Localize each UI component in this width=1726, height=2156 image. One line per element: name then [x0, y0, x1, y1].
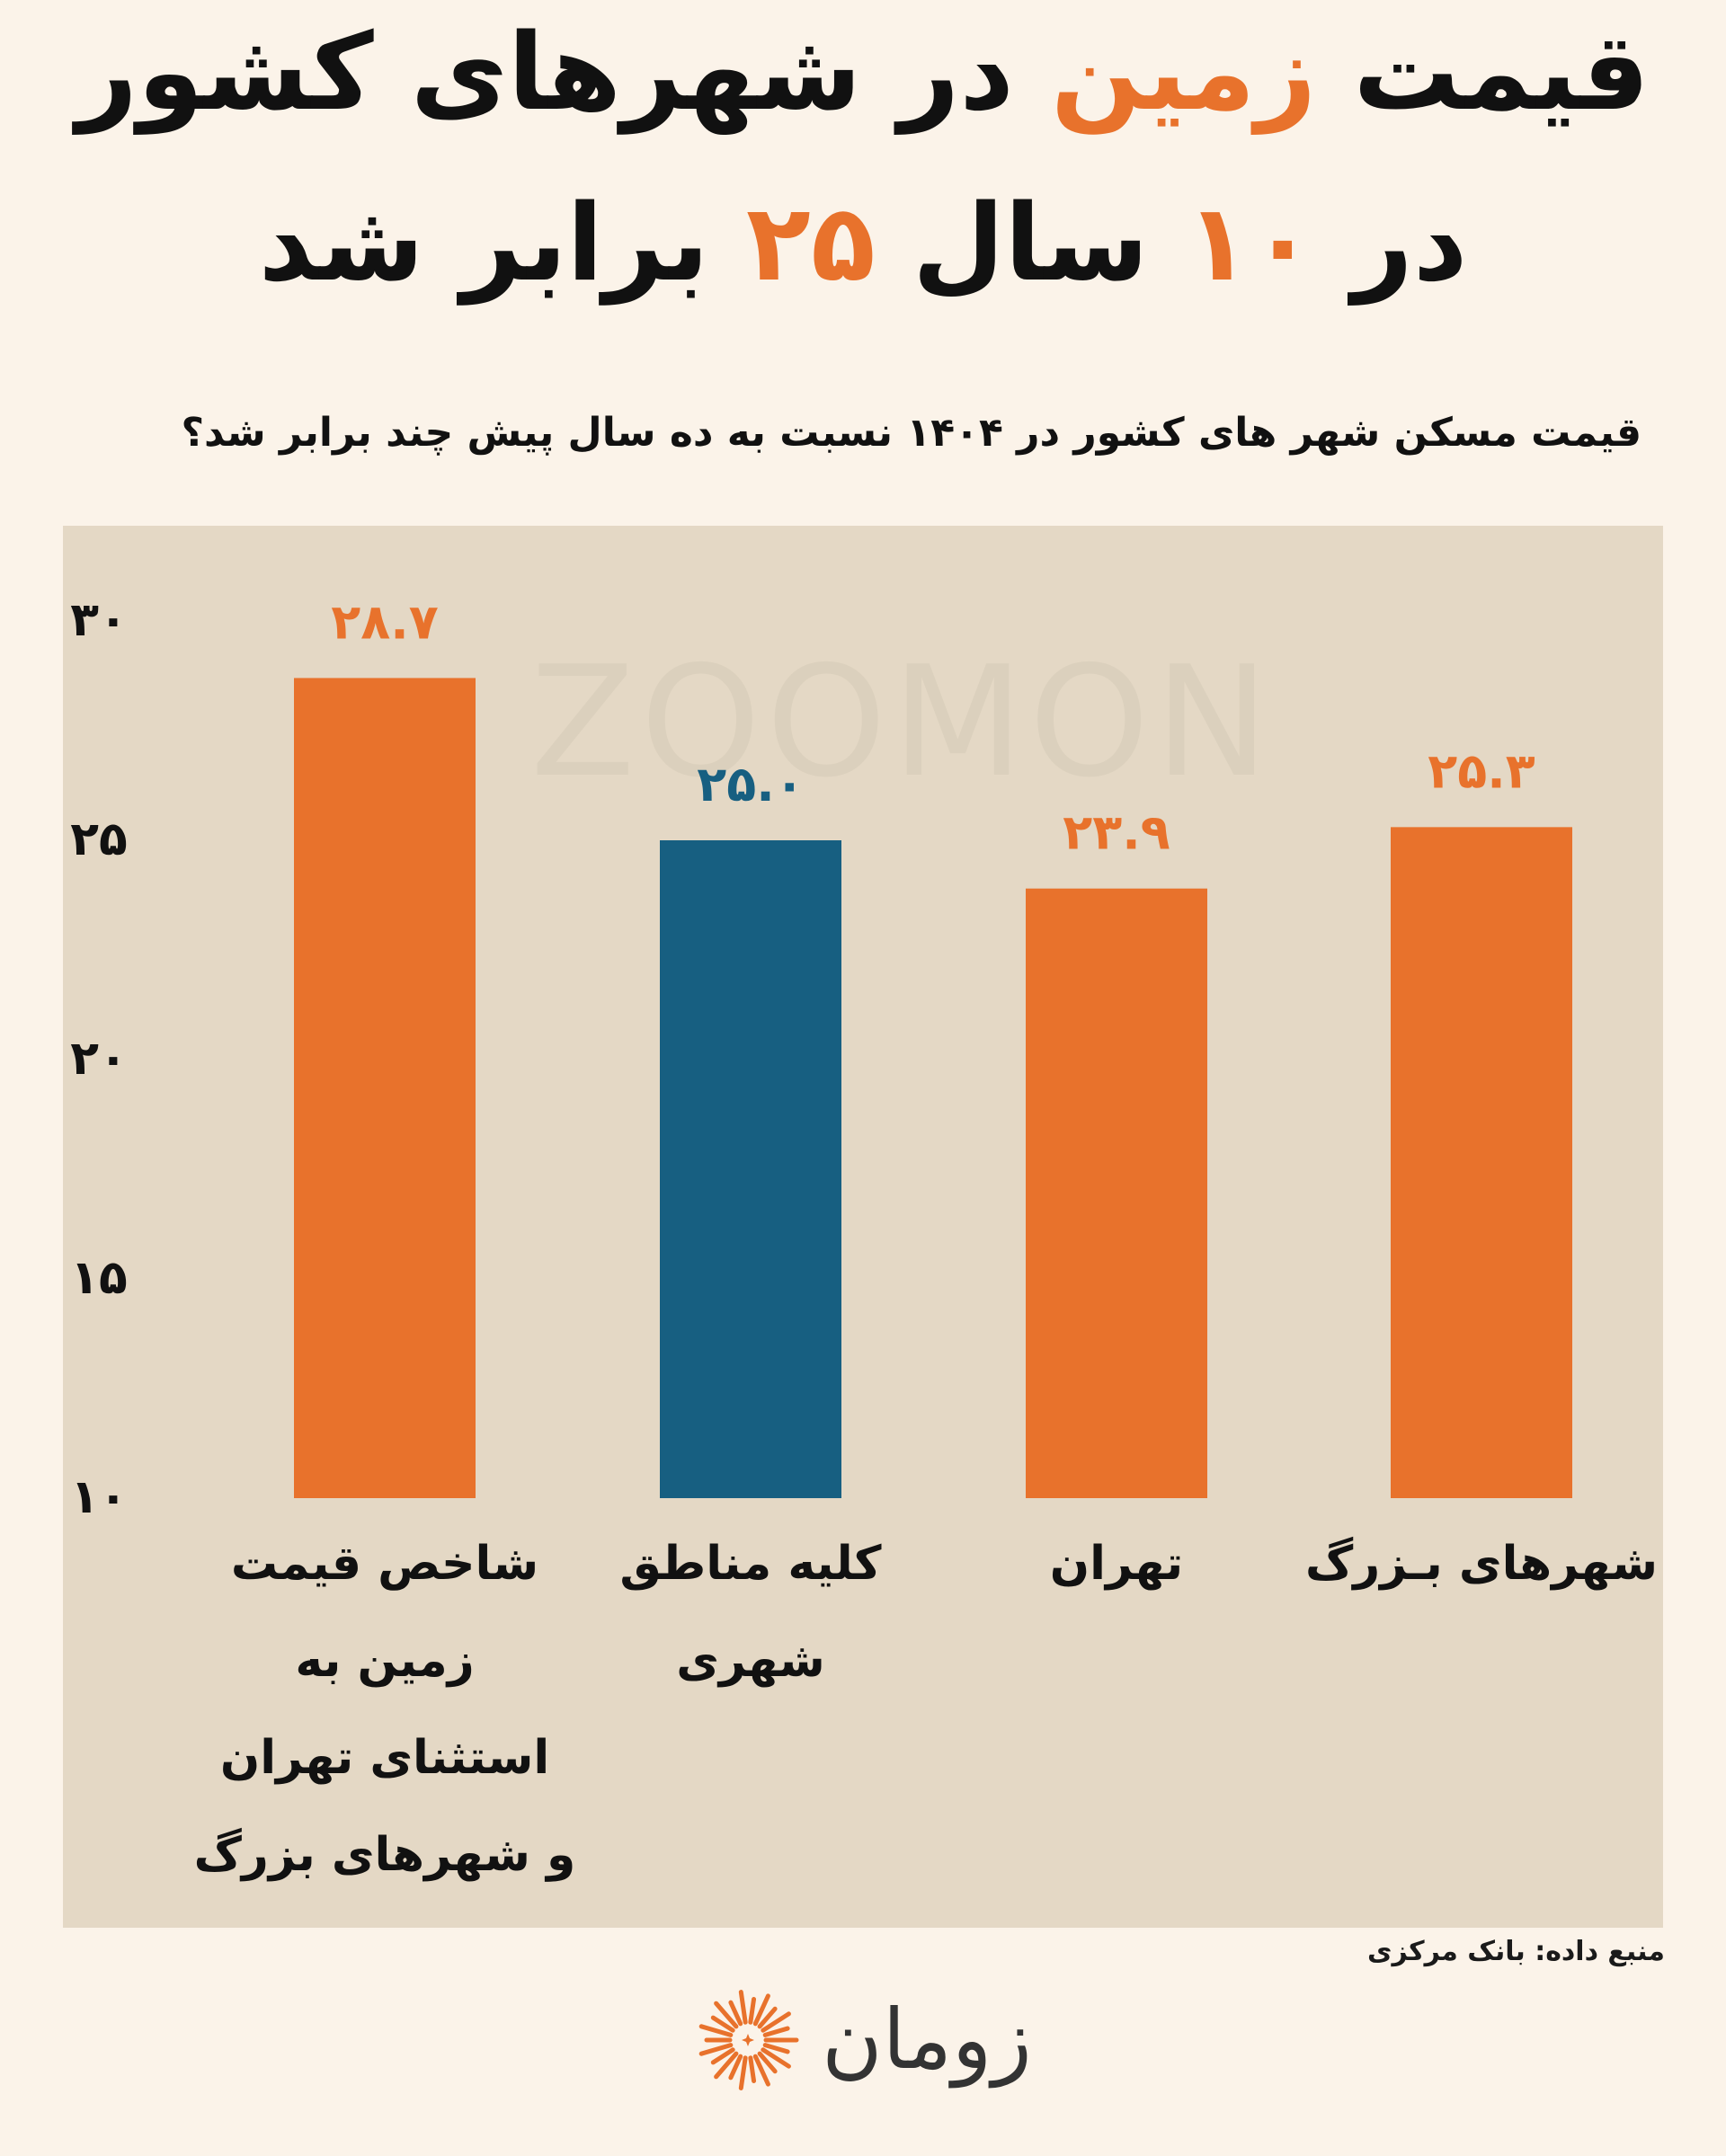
bar-value-label: ۲۸.۷ [331, 593, 438, 650]
category-label: کلیه مناطق [619, 1537, 882, 1591]
y-tick-label: ۱۵ [70, 1251, 127, 1305]
title-accent-multiplier: ۲۵ [745, 181, 876, 305]
category-label: شاخص قیمت [231, 1537, 538, 1591]
bar [1026, 888, 1207, 1498]
y-tick-label: ۳۰ [70, 593, 127, 647]
title-word-dar: در [1351, 181, 1468, 305]
bar-chart: ۱۰ ۱۵ ۲۰ ۲۵ ۳۰ ۲۵.۳ شهرهای بـزرگ ۲۳.۹ تهران ۲۵.۰ ک… [70, 593, 1658, 1882]
title-line-1: قیمت زمین در شهرهای کشور [0, 9, 1726, 135]
bar-value-label: ۲۳.۹ [1063, 804, 1170, 861]
category-label: استثنای تهران [220, 1731, 549, 1785]
chart-subtitle: قیمت مسکن شهر های کشور در ۱۴۰۴ نسبت به د… [181, 410, 1641, 456]
category-label: شهری [676, 1634, 824, 1688]
title-accent-years: ۱۰ [1185, 181, 1315, 305]
sunburst-icon [698, 1990, 799, 2090]
watermark: ZOOMON [530, 634, 1275, 812]
category-label: تهران [1050, 1537, 1183, 1591]
bar-value-label: ۲۵.۰ [697, 756, 804, 812]
title-line-2: در ۱۰ سال ۲۵ برابر شد [0, 180, 1726, 306]
title-accent-zamin: زمین [1051, 10, 1317, 134]
title-rest-line1: در شهرهای کشور [76, 10, 1014, 134]
bar [1391, 827, 1572, 1498]
title-word-qeymat: قیمت [1353, 10, 1650, 134]
y-tick-label: ۲۵ [70, 812, 127, 866]
category-label: شهرهای بـزرگ [1305, 1536, 1658, 1591]
bar [660, 840, 841, 1498]
chart-panel: ZOOMON ۱۰ ۱۵ ۲۰ ۲۵ ۳۰ ۲۵.۳ شهرهای بـزرگ ۲۳.۹ تهر… [63, 526, 1663, 1928]
source-note: منبع داده: بانک مرکزی [1366, 1936, 1665, 1967]
category-label: زمین به [295, 1634, 474, 1688]
brand-logo: زومان [665, 1982, 1061, 2098]
title-rest-line2: برابر شد [258, 181, 709, 305]
y-tick-label: ۱۰ [70, 1470, 127, 1524]
y-tick-label: ۲۰ [70, 1032, 127, 1086]
title-word-sal: سال [912, 181, 1149, 305]
logo-text: زومان [822, 1992, 1032, 2088]
category-label: و شهرهای بزرگ [194, 1827, 576, 1882]
bar [294, 678, 476, 1498]
bar-value-label: ۲۵.۳ [1428, 742, 1535, 799]
